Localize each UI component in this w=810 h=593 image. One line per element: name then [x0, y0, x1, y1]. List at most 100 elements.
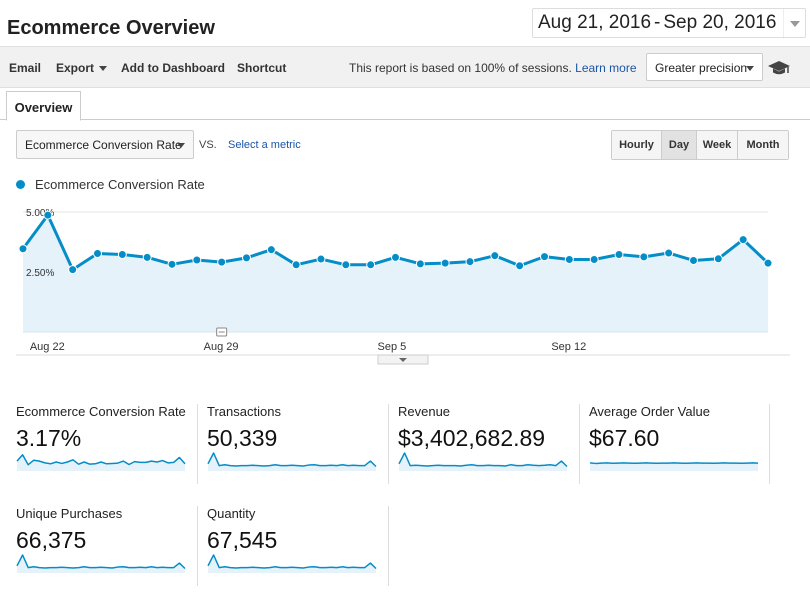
- graduation-cap-icon[interactable]: [768, 59, 790, 77]
- data-point[interactable]: [68, 265, 78, 275]
- sparkline: [207, 554, 377, 573]
- sparkline: [398, 452, 568, 471]
- scorecard-value: 3.17%: [16, 425, 82, 451]
- data-point[interactable]: [415, 259, 425, 269]
- data-point[interactable]: [291, 260, 301, 270]
- x-tick-label: Aug 22: [30, 341, 65, 353]
- data-point[interactable]: [93, 249, 102, 259]
- precision-dropdown[interactable]: Greater precision: [646, 53, 763, 81]
- add-to-dashboard-button[interactable]: Add to Dashboard: [121, 61, 225, 75]
- primary-metric-label: Ecommerce Conversion Rate: [25, 138, 182, 152]
- data-point[interactable]: [763, 258, 773, 268]
- scorecard-label: Quantity: [207, 506, 256, 521]
- data-point[interactable]: [639, 252, 649, 262]
- data-point[interactable]: [614, 249, 624, 259]
- sparkline: [207, 452, 377, 471]
- caret-down-icon: [177, 143, 185, 148]
- vs-label: VS.: [199, 139, 217, 151]
- date-separator: -: [654, 12, 661, 33]
- caret-down-icon: [99, 66, 108, 72]
- scorecard-value: 67,545: [207, 527, 278, 553]
- learn-more-link[interactable]: Learn more: [575, 61, 637, 75]
- scorecard-value: 50,339: [207, 425, 278, 451]
- x-tick-label: Aug 29: [204, 341, 239, 353]
- data-point[interactable]: [266, 245, 276, 255]
- scorecard[interactable]: Ecommerce Conversion Rate 3.17%: [16, 404, 192, 486]
- scorecard[interactable]: Transactions 50,339: [207, 404, 383, 486]
- report-tabs: Overview: [0, 89, 810, 121]
- granularity-toggle: Hourly Day Week Month: [611, 130, 789, 160]
- page-title: Ecommerce Overview: [7, 17, 215, 39]
- date-end: Sep 20, 2016: [663, 12, 777, 33]
- scorecard[interactable]: Average Order Value $67.60: [589, 404, 765, 486]
- scorecard[interactable]: Unique Purchases 66,375: [16, 506, 192, 588]
- data-point[interactable]: [316, 254, 326, 264]
- data-point[interactable]: [490, 251, 500, 261]
- data-point[interactable]: [515, 261, 525, 271]
- email-button[interactable]: Email: [9, 61, 42, 75]
- day-button[interactable]: Day: [662, 131, 697, 159]
- data-point[interactable]: [465, 257, 475, 267]
- scorecard-divider: [388, 404, 389, 484]
- precision-label: Greater precision: [655, 61, 748, 75]
- scorecard-value: $67.60: [589, 425, 660, 451]
- month-button[interactable]: Month: [738, 131, 788, 159]
- sparkline: [16, 454, 186, 471]
- data-point[interactable]: [689, 255, 698, 265]
- sampling-note-text: This report is based on 100% of sessions…: [349, 61, 572, 75]
- data-point[interactable]: [440, 258, 450, 268]
- data-point[interactable]: [540, 252, 549, 262]
- data-point[interactable]: [192, 255, 202, 265]
- data-point[interactable]: [738, 235, 748, 245]
- primary-metric-dropdown[interactable]: Ecommerce Conversion Rate: [16, 130, 194, 159]
- annotation-marker-icon[interactable]: [216, 327, 228, 337]
- data-point[interactable]: [217, 257, 227, 267]
- data-point[interactable]: [242, 253, 251, 263]
- scorecard-divider: [388, 506, 389, 586]
- y-tick-label: 5.00%: [26, 208, 54, 219]
- data-point[interactable]: [366, 260, 376, 270]
- tab-overview[interactable]: Overview: [6, 91, 81, 121]
- date-start: Aug 21, 2016: [538, 12, 652, 33]
- scorecard-divider: [579, 404, 580, 484]
- scorecard-value: $3,402,682.89: [398, 425, 546, 451]
- sparkline: [589, 462, 759, 471]
- scorecard[interactable]: Revenue $3,402,682.89: [398, 404, 574, 486]
- scorecard-divider: [769, 404, 770, 484]
- chart-expand-handle[interactable]: [377, 354, 429, 365]
- data-point[interactable]: [391, 252, 400, 262]
- data-point[interactable]: [564, 255, 574, 265]
- data-point[interactable]: [167, 259, 177, 269]
- hourly-button[interactable]: Hourly: [612, 131, 662, 159]
- chevron-down-icon[interactable]: [783, 9, 805, 37]
- y-tick-label: 2.50%: [26, 268, 54, 279]
- title-bar: Ecommerce Overview Aug 21, 2016 - Sep 20…: [0, 0, 810, 46]
- week-button[interactable]: Week: [697, 131, 738, 159]
- data-point[interactable]: [18, 244, 28, 254]
- data-point[interactable]: [589, 255, 599, 265]
- data-point[interactable]: [341, 260, 351, 270]
- scorecard-label: Average Order Value: [589, 404, 710, 419]
- scorecard[interactable]: Quantity 67,545: [207, 506, 383, 588]
- area-fill: [23, 215, 768, 332]
- data-point[interactable]: [664, 248, 674, 258]
- sparkline: [16, 554, 186, 573]
- data-point[interactable]: [117, 249, 127, 259]
- data-point[interactable]: [43, 210, 53, 220]
- x-tick-label: Sep 12: [551, 341, 586, 353]
- shortcut-button[interactable]: Shortcut: [237, 61, 287, 75]
- data-point[interactable]: [142, 252, 152, 262]
- scorecard-label: Unique Purchases: [16, 506, 123, 521]
- x-tick-label: Sep 5: [378, 341, 407, 353]
- scorecard-value: 66,375: [16, 527, 87, 553]
- date-range-picker[interactable]: Aug 21, 2016 - Sep 20, 2016: [532, 8, 806, 38]
- data-point[interactable]: [713, 254, 723, 264]
- conversion-rate-chart[interactable]: 5.00% 2.50% Aug 22 Aug 29 Sep 5 Sep 12: [0, 195, 810, 365]
- scorecard-label: Revenue: [398, 404, 451, 419]
- select-metric-link[interactable]: Select a metric: [228, 139, 301, 151]
- report-toolbar: Email Export Add to Dashboard Shortcut T…: [0, 46, 810, 88]
- export-label: Export: [56, 61, 95, 75]
- scorecard-label: Ecommerce Conversion Rate: [16, 404, 186, 419]
- sampling-note: This report is based on 100% of sessions…: [349, 61, 637, 75]
- export-button[interactable]: Export: [56, 61, 108, 75]
